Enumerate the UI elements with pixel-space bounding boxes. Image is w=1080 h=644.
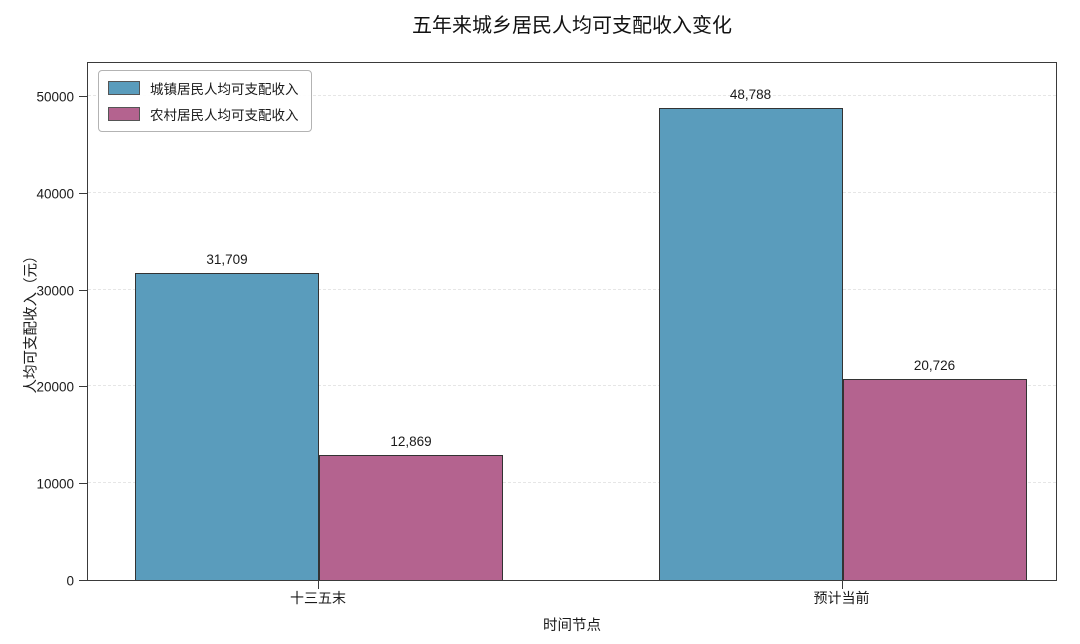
plot-area: 31,709 12,869 48,788 20,726 城镇居民人均可支配收入 农村居… bbox=[87, 62, 1057, 581]
chart-title: 五年来城乡居民人均可支配收入变化 bbox=[412, 15, 732, 37]
y-tick-mark-30000 bbox=[79, 289, 87, 291]
legend-label-urban: 城镇居民人均可支配收入 bbox=[150, 82, 299, 97]
bar-rural-0 bbox=[319, 455, 503, 580]
y-tick-label-30000: 30000 bbox=[36, 283, 74, 298]
x-axis-title: 时间节点 bbox=[543, 618, 601, 634]
x-tick-mark-0 bbox=[318, 581, 319, 589]
gridline-10000 bbox=[88, 482, 1056, 484]
bar-urban-0 bbox=[135, 272, 319, 580]
y-axis-title: 人均可支配收入（元） bbox=[23, 248, 40, 394]
legend-label-rural: 农村居民人均可支配收入 bbox=[150, 108, 299, 123]
y-tick-mark-50000 bbox=[79, 95, 87, 97]
gridline-40000 bbox=[88, 191, 1056, 193]
y-tick-mark-0 bbox=[79, 580, 87, 581]
gridline-20000 bbox=[88, 385, 1056, 387]
rural-series-swatch bbox=[108, 107, 140, 121]
gridline-50000 bbox=[88, 94, 1056, 96]
y-tick-label-40000: 40000 bbox=[36, 186, 74, 202]
bar-value-label: 48,788 bbox=[729, 86, 772, 102]
bar-value-label: 31,709 bbox=[206, 251, 248, 267]
bar-rural-1 bbox=[842, 379, 1027, 580]
y-tick-mark-20000 bbox=[79, 386, 87, 388]
legend-item-urban: 城镇居民人均可支配收入 bbox=[108, 78, 299, 98]
urban-series-swatch bbox=[108, 81, 140, 95]
y-tick-label-50000: 50000 bbox=[36, 89, 74, 105]
y-tick-label-10000: 10000 bbox=[36, 476, 74, 492]
legend-item-rural: 农村居民人均可支配收入 bbox=[108, 104, 299, 124]
y-tick-mark-10000 bbox=[79, 483, 87, 485]
x-tick-label-1: 预计当前 bbox=[813, 590, 870, 606]
y-tick-mark-40000 bbox=[79, 192, 87, 194]
x-tick-label-0: 十三五末 bbox=[290, 590, 346, 606]
bar-value-label: 12,869 bbox=[390, 434, 432, 450]
gridline-30000 bbox=[88, 288, 1056, 290]
y-tick-label-20000: 20000 bbox=[36, 379, 74, 395]
y-tick-label-0: 0 bbox=[66, 573, 74, 589]
legend: 城镇居民人均可支配收入 农村居民人均可支配收入 bbox=[98, 70, 312, 132]
x-tick-mark-1 bbox=[841, 581, 843, 589]
bar-urban-1 bbox=[658, 107, 843, 580]
bar-value-label: 20,726 bbox=[913, 358, 956, 374]
